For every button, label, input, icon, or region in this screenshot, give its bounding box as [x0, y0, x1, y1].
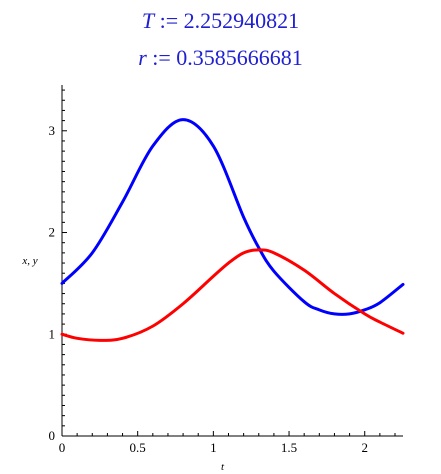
y-tick-label: 0: [49, 428, 56, 443]
series-line-x: [60, 118, 405, 316]
y-tick-label: 1: [49, 326, 56, 341]
x-axis-label: t: [221, 461, 225, 473]
y-tick-label: 3: [49, 123, 56, 138]
x-tick-label: 2: [361, 440, 368, 455]
x-tick-label: 1.5: [281, 440, 297, 455]
output-r-value: 0.3585666681: [176, 45, 303, 70]
output-r-name: r: [138, 45, 147, 70]
output-T-name: T: [141, 8, 155, 33]
output-r: r := 0.3585666681: [0, 45, 441, 71]
series-line-y: [60, 248, 405, 342]
x-tick-label: 1: [210, 440, 217, 455]
output-r-assign: :=: [146, 45, 177, 70]
axis-labels: t x, y: [21, 255, 225, 473]
y-axis-label: x, y: [21, 255, 37, 267]
output-T-assign: :=: [154, 8, 184, 33]
y-tick-label: 2: [49, 225, 56, 240]
axes: 0 0.5 1 1.5 2 0 1 2 3: [49, 85, 403, 455]
x-tick-label: 0: [59, 440, 66, 455]
series-group: [60, 118, 405, 342]
output-T: T := 2.252940821: [0, 8, 441, 34]
output-T-value: 2.252940821: [183, 8, 300, 33]
x-tick-label: 0.5: [130, 440, 146, 455]
